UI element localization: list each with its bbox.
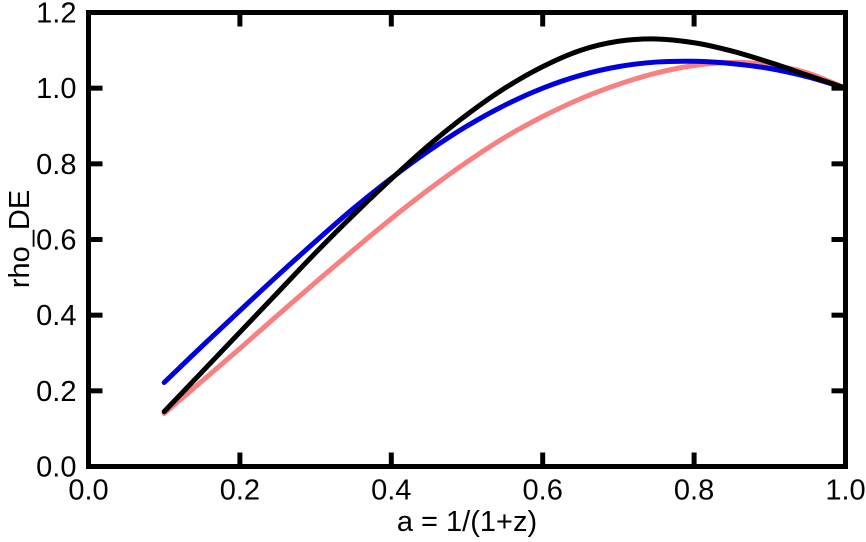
x-axis-label: a = 1/(1+z) — [397, 506, 537, 538]
y-tick-label: 0.8 — [36, 149, 76, 181]
x-tick-label: 1.0 — [825, 475, 865, 507]
x-axis-tick-labels: 0.0 0.2 0.4 0.6 0.8 1.0 — [68, 475, 865, 507]
y-tick-label: 0.4 — [36, 300, 76, 332]
y-tick-label: 0.2 — [36, 376, 76, 408]
x-tick-label: 0.0 — [68, 475, 108, 507]
x-tick-label: 0.4 — [371, 475, 411, 507]
blue-curve — [161, 58, 848, 386]
y-axis-tick-labels: 0.0 0.2 0.4 0.6 0.8 1.0 1.2 — [36, 0, 76, 484]
black-curve — [161, 36, 848, 415]
y-tick-label: 1.2 — [36, 0, 76, 30]
x-tick-label: 0.6 — [523, 475, 563, 507]
x-axis-ticks — [237, 12, 697, 467]
x-tick-label: 0.8 — [674, 475, 714, 507]
y-tick-label: 0.6 — [36, 225, 76, 257]
y-tick-label: 0.0 — [36, 452, 76, 484]
y-axis-ticks — [88, 85, 846, 394]
y-tick-label: 1.0 — [36, 73, 76, 105]
y-axis-label: rho_DE — [4, 190, 36, 288]
x-tick-label: 0.2 — [220, 475, 260, 507]
data-curves-group — [161, 36, 848, 417]
